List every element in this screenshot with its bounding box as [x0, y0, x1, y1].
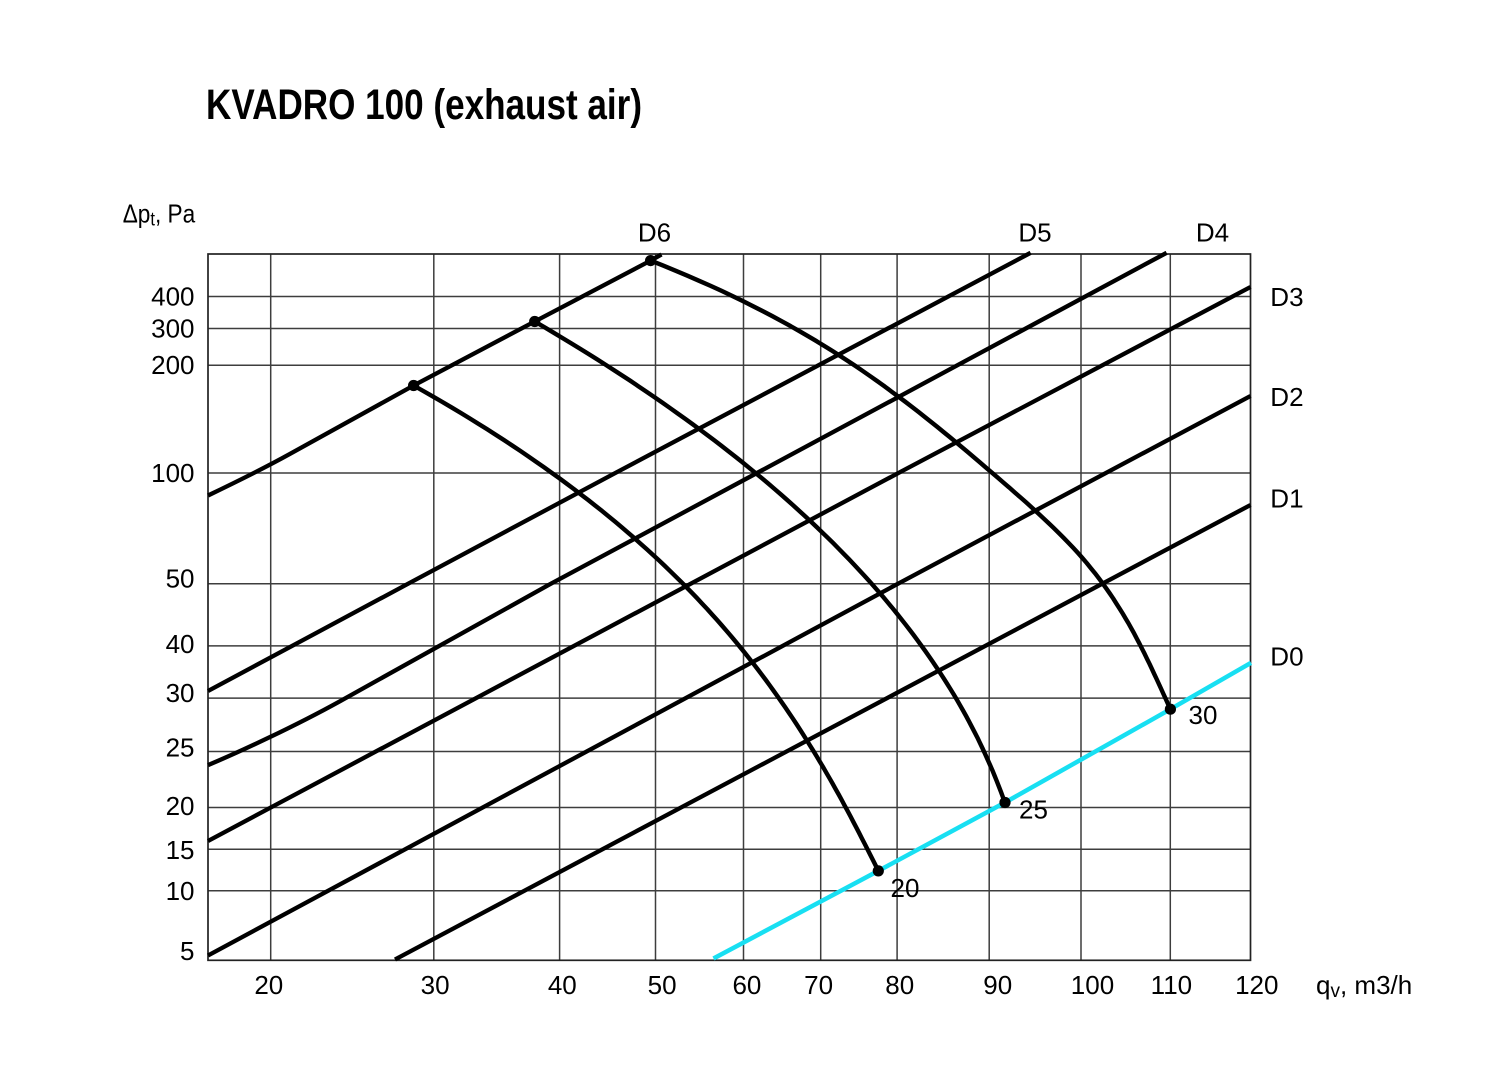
svg-text:D3: D3: [1270, 282, 1303, 312]
svg-text:120: 120: [1235, 970, 1278, 1000]
svg-text:D4: D4: [1196, 218, 1229, 248]
svg-text:40: 40: [166, 629, 195, 659]
svg-text:D0: D0: [1270, 641, 1303, 671]
svg-text:D6: D6: [638, 218, 671, 248]
svg-text:110: 110: [1151, 970, 1192, 1000]
svg-text:D5: D5: [1018, 218, 1051, 248]
svg-text:100: 100: [151, 458, 194, 488]
svg-text:30: 30: [1189, 700, 1218, 730]
svg-text:10: 10: [166, 876, 195, 906]
svg-text:KVADRO 100 (exhaust air): KVADRO 100 (exhaust air): [206, 81, 642, 129]
svg-text:30: 30: [166, 678, 195, 708]
svg-text:400: 400: [151, 282, 194, 312]
svg-text:D2: D2: [1270, 382, 1303, 412]
svg-text:25: 25: [1019, 794, 1048, 824]
svg-text:15: 15: [166, 835, 195, 865]
svg-text:20: 20: [166, 791, 195, 821]
svg-text:D1: D1: [1270, 483, 1303, 513]
svg-text:Δpt, Pa: Δpt, Pa: [123, 199, 196, 231]
svg-text:300: 300: [151, 314, 194, 344]
svg-text:90: 90: [983, 970, 1012, 1000]
svg-text:25: 25: [166, 733, 195, 763]
svg-text:qv, m3/h: qv, m3/h: [1316, 970, 1412, 1002]
svg-text:5: 5: [180, 936, 194, 966]
svg-text:50: 50: [648, 970, 677, 1000]
svg-text:20: 20: [891, 873, 920, 903]
svg-text:50: 50: [166, 563, 195, 593]
svg-text:60: 60: [732, 970, 761, 1000]
svg-text:20: 20: [254, 970, 283, 1000]
svg-text:80: 80: [885, 970, 914, 1000]
svg-text:30: 30: [421, 970, 450, 1000]
svg-text:40: 40: [548, 970, 577, 1000]
svg-text:200: 200: [151, 350, 194, 380]
svg-text:70: 70: [804, 970, 833, 1000]
svg-text:100: 100: [1071, 970, 1114, 1000]
